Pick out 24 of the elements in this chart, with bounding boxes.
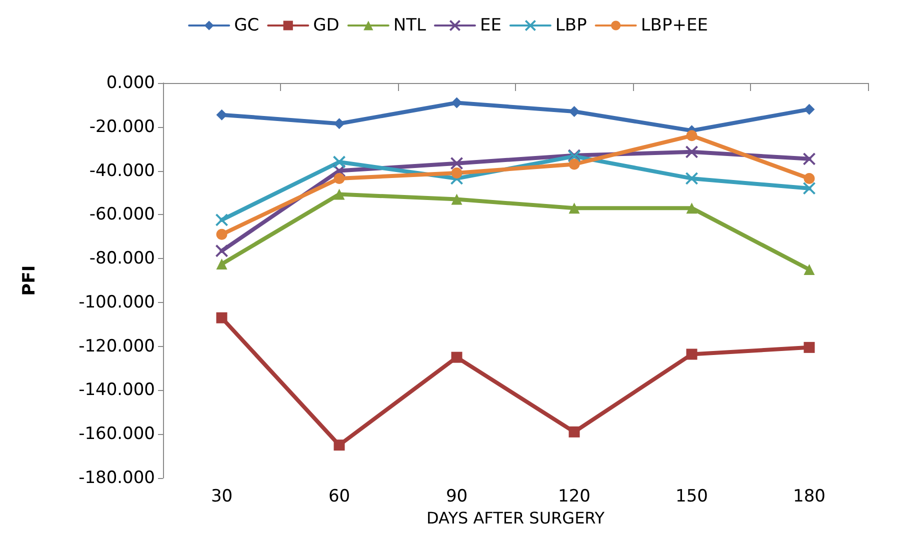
y-tick-label: -120.000 <box>78 336 155 356</box>
legend-label: NTL <box>393 16 426 36</box>
x-tick-label: 90 <box>446 486 468 506</box>
y-tick-label: -20.000 <box>89 116 155 137</box>
legend-label: GD <box>313 16 340 36</box>
y-tick-label: -140.000 <box>78 380 155 400</box>
x-tick-label: 150 <box>676 486 708 506</box>
y-tick-label: -160.000 <box>78 424 155 444</box>
x-tick-label: 30 <box>210 486 233 506</box>
x-tick-label: 180 <box>793 486 826 506</box>
legend-label: GC <box>234 16 260 36</box>
y-tick-label: 0.000 <box>106 73 155 93</box>
y-tick-label: -180.000 <box>78 468 155 488</box>
x-tick-label: 60 <box>328 486 350 506</box>
y-axis-title: PFI <box>20 265 40 296</box>
x-tick-label: 120 <box>558 486 590 506</box>
legend-label: LBP+EE <box>640 16 708 36</box>
y-tick-label: -40.000 <box>89 160 155 181</box>
legend-label: EE <box>480 16 502 36</box>
x-axis-title: DAYS AFTER SURGERY <box>426 508 605 528</box>
y-tick-label: -80.000 <box>89 248 155 269</box>
legend-label: LBP <box>555 16 587 36</box>
y-tick-label: -100.000 <box>78 292 155 312</box>
y-tick-label: -60.000 <box>89 204 155 225</box>
